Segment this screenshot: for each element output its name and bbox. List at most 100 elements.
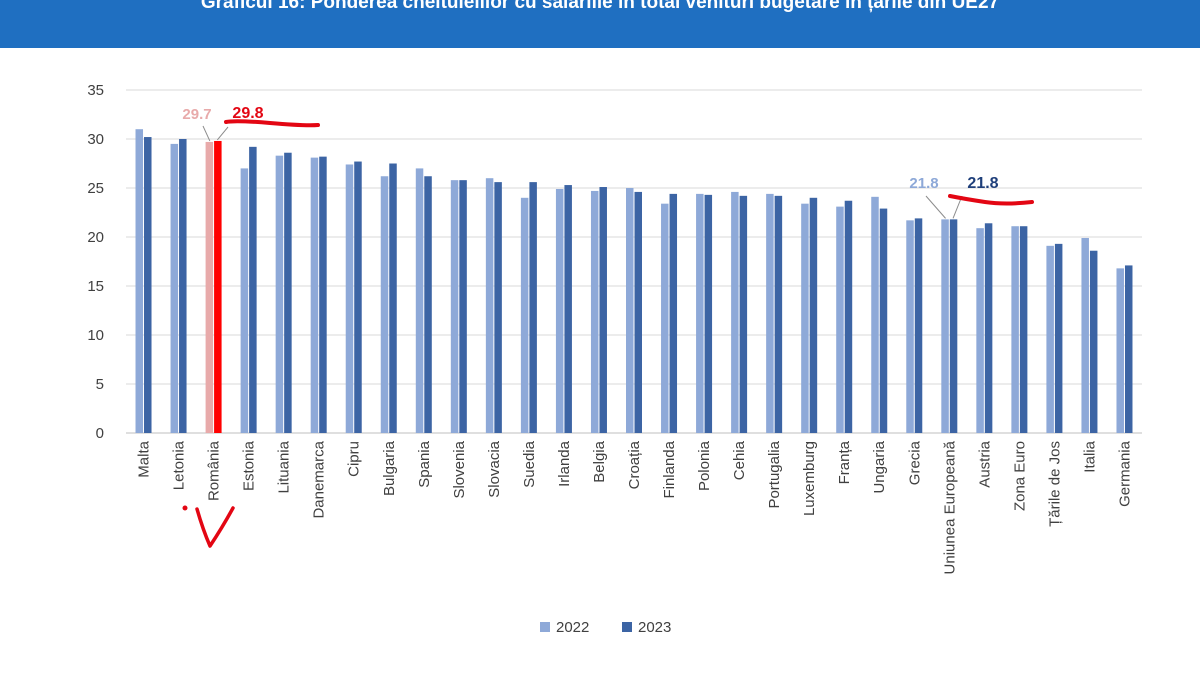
x-tick-label: Grecia xyxy=(906,440,923,485)
y-tick-label: 35 xyxy=(87,82,104,99)
bar-2022 xyxy=(415,168,424,433)
bar-2022 xyxy=(380,176,389,434)
bar-2022 xyxy=(275,155,284,433)
x-tick-label: Franța xyxy=(836,440,853,484)
data-label: 29.8 xyxy=(232,105,263,122)
bar-2023 xyxy=(809,197,818,433)
y-tick-label: 15 xyxy=(87,278,104,295)
x-tick-label: Irlanda xyxy=(556,440,573,487)
bar-2022 xyxy=(590,190,599,433)
bar-2023 xyxy=(494,182,502,433)
bar-2023 xyxy=(284,152,292,433)
bar-2023 xyxy=(599,187,607,433)
bar-2023 xyxy=(389,163,397,433)
bar-2023 xyxy=(459,180,467,433)
gridlines xyxy=(126,89,1142,434)
legend-swatch-2023 xyxy=(622,622,632,632)
handdrawn-check-mark xyxy=(195,506,235,548)
x-tick-label: Danemarca xyxy=(311,440,328,518)
y-tick-label: 0 xyxy=(96,425,104,442)
x-tick-label: Spania xyxy=(416,440,433,487)
x-tick-label: Malta xyxy=(136,440,153,477)
legend: 2022 2023 xyxy=(540,619,671,636)
handdrawn-dot xyxy=(182,505,188,511)
x-tick-label: Lituania xyxy=(276,440,293,493)
x-tick-label: Austria xyxy=(976,440,993,487)
x-tick-label: Belgia xyxy=(591,440,608,482)
legend-label-2022: 2022 xyxy=(556,619,589,636)
handdrawn-underline xyxy=(224,119,320,128)
x-tick-label: Croația xyxy=(626,440,643,489)
bar-2023 xyxy=(1124,265,1133,433)
title-bar: Graficul 16: Ponderea cheltuielilor cu s… xyxy=(0,0,1200,48)
bar-2022 xyxy=(345,164,354,434)
y-tick-label: 10 xyxy=(87,327,104,344)
bar-2022 xyxy=(731,191,739,433)
y-tick-label: 20 xyxy=(87,229,104,246)
annotation-leader-line xyxy=(202,125,211,142)
bar-2023 xyxy=(529,182,537,433)
y-tick-label: 5 xyxy=(96,376,104,393)
annotation-leader-line xyxy=(216,126,229,141)
bar-2023 xyxy=(564,185,572,433)
chart: 0 5 10 15 20 25 30 35 Malta Letonia România Estoni… xyxy=(87,82,1142,636)
chart-title: Graficul 16: Ponderea cheltuielilor cu s… xyxy=(200,0,1000,13)
x-tick-label: Zona Euro xyxy=(1011,441,1028,511)
data-label: 21.8 xyxy=(909,175,938,192)
bar-2023 xyxy=(774,195,783,433)
bar-2022 xyxy=(450,180,459,433)
bar-2022 xyxy=(696,193,704,433)
bar-2023 xyxy=(914,218,923,433)
bar-2023 xyxy=(1054,243,1063,433)
data-label: 29.7 xyxy=(182,106,211,123)
bar-2023 xyxy=(669,193,678,433)
bar-2022 xyxy=(906,220,914,433)
x-tick-label: România xyxy=(206,440,223,501)
bar-2023 xyxy=(249,146,257,433)
x-tick-label: Uniunea Europeană xyxy=(941,440,958,574)
bar-2023 xyxy=(354,161,362,434)
bar-2023 xyxy=(1019,226,1028,433)
bars xyxy=(135,129,1133,434)
bar-2023 xyxy=(949,219,958,433)
bar-2023 xyxy=(319,156,327,433)
annotation-leader-line xyxy=(925,195,946,219)
bar-2022 xyxy=(836,206,844,433)
bar-2022 xyxy=(941,219,949,433)
x-tick-label: Slovenia xyxy=(451,440,468,498)
bar-2022 xyxy=(1011,226,1019,433)
bar-2022 xyxy=(1081,237,1089,433)
bar-2022 xyxy=(661,203,669,433)
data-label: 21.8 xyxy=(967,175,998,192)
legend-label-2023: 2023 xyxy=(638,619,671,636)
bar-2023 xyxy=(984,223,993,433)
y-axis: 0 5 10 15 20 25 30 35 xyxy=(87,82,104,442)
bar-2023 xyxy=(879,208,888,433)
annotations: 29.7 29.8 21.8 21.8 xyxy=(182,105,1034,548)
x-tick-label: Luxemburg xyxy=(801,441,818,516)
bar-2023 xyxy=(424,176,432,434)
bar-2022 xyxy=(205,141,214,433)
x-tick-label: Estonia xyxy=(241,440,258,491)
bar-2023 xyxy=(179,139,187,433)
bar-2022 xyxy=(1046,245,1054,433)
x-axis-labels: Malta Letonia România Estonia Lituania Danema… xyxy=(136,440,1134,574)
x-tick-label: Cipru xyxy=(346,441,363,477)
bar-2023 xyxy=(704,194,713,433)
bar-2022 xyxy=(485,178,494,433)
x-tick-label: Slovacia xyxy=(486,440,503,497)
bar-2022 xyxy=(871,196,879,433)
bar-2023 xyxy=(739,195,748,433)
bar-2022 xyxy=(520,197,529,433)
y-tick-label: 30 xyxy=(87,131,104,148)
bar-2022 xyxy=(626,188,634,433)
x-tick-label: Finlanda xyxy=(661,440,678,498)
bar-2022 xyxy=(555,188,564,433)
x-tick-label: Suedia xyxy=(521,440,538,487)
bar-2022 xyxy=(240,168,249,433)
x-tick-label: Polonia xyxy=(696,440,713,491)
y-tick-label: 25 xyxy=(87,180,104,197)
bar-2022 xyxy=(801,203,809,433)
x-tick-label: Italia xyxy=(1081,440,1098,472)
bar-2023 xyxy=(844,200,853,433)
